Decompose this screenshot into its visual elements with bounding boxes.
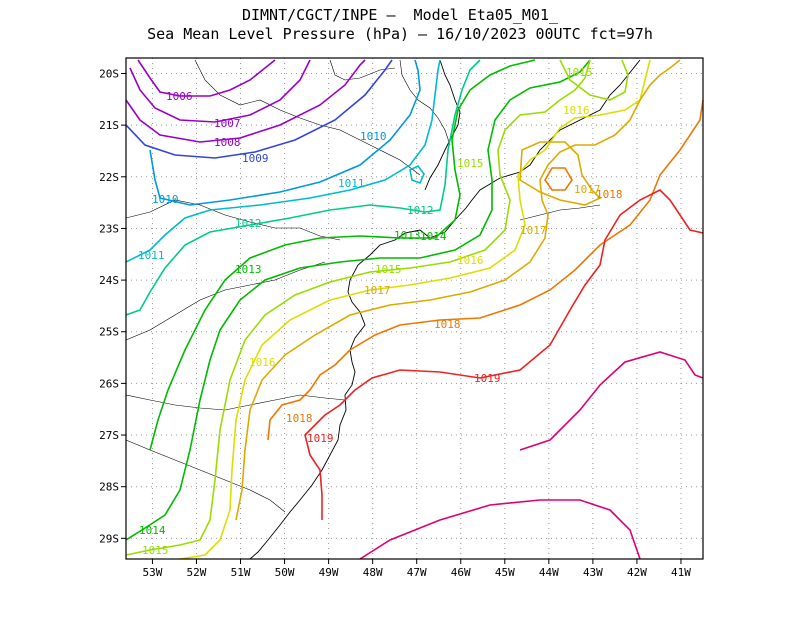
- plot-area: [126, 58, 703, 559]
- contour-label: 1010: [360, 130, 387, 143]
- contour-label: 1016: [457, 254, 484, 267]
- longitude-tick-label: 48W: [363, 566, 383, 579]
- isobar-1016: [179, 59, 651, 560]
- isobar-1018-loop: [544, 167, 573, 191]
- isobar-1006: [137, 59, 276, 97]
- latitude-tick-label: 24S: [99, 274, 119, 287]
- contour-label: 1008: [214, 136, 241, 149]
- state-border-path: [329, 59, 396, 81]
- longitude-tick-label: 44W: [539, 566, 559, 579]
- contour-label: 1014: [420, 230, 447, 243]
- latitude-tick-label: 26S: [99, 377, 119, 390]
- latitude-tick-label: 21S: [99, 119, 119, 132]
- map-title-line-1: DIMNT/CGCT/INPE – Model Eta05_M01_: [241, 6, 559, 24]
- state-border-path: [125, 439, 286, 513]
- latitude-tick-label: 23S: [99, 222, 119, 235]
- latitude-tick-label: 28S: [99, 481, 119, 494]
- contour-label: 1012: [235, 217, 262, 230]
- isobar-1014: [125, 59, 591, 541]
- contour-label: 1007: [214, 117, 241, 130]
- state-border-path: [194, 59, 421, 176]
- isobar-1007: [129, 59, 311, 123]
- contour-label: 1015: [375, 263, 402, 276]
- contour-labels: 1006 1007 1008 1009 1010 1010 1011 1011 …: [138, 66, 623, 557]
- latitude-tick-label: 27S: [99, 429, 119, 442]
- plot-border: [125, 57, 704, 560]
- contour-label: 1012: [407, 204, 434, 217]
- isobar-1017-loop: [519, 141, 602, 206]
- isobar-1013: [149, 59, 536, 451]
- longitude-tick-label: 49W: [319, 566, 339, 579]
- contour-label: 1018: [434, 318, 461, 331]
- contour-label: 1015: [457, 157, 484, 170]
- state-border-path: [519, 204, 601, 221]
- longitude-axis: 53W 52W 51W 50W 49W 48W 47W 46W 45W 44W 43W 42W 41W: [142, 559, 691, 579]
- latitude-tick-label: 20S: [99, 67, 119, 80]
- latitude-axis: 20S 21S 22S 23S 24S 25S 26S 27S 28S 29S: [99, 67, 126, 545]
- contour-label: 1011: [338, 177, 365, 190]
- longitude-tick-label: 47W: [407, 566, 427, 579]
- contour-label: 1015: [142, 544, 169, 557]
- state-border-path: [125, 394, 346, 411]
- contour-label: 1019: [307, 432, 334, 445]
- map-title-line-2: Sea Mean Level Pressure (hPa) – 16/10/20…: [147, 25, 653, 43]
- coastline-path: [424, 59, 461, 191]
- longitude-tick-label: 43W: [583, 566, 603, 579]
- contour-label: 1017: [574, 183, 601, 196]
- contour-label: 1014: [139, 524, 166, 537]
- isobar-1015: [125, 59, 591, 556]
- coastline: [249, 59, 641, 560]
- state-borders: [125, 59, 601, 513]
- contour-label: 1010: [152, 193, 179, 206]
- contour-label: 1013: [235, 263, 262, 276]
- contour-label: 1017: [520, 224, 547, 237]
- contour-label: 1017: [364, 284, 391, 297]
- contour-label: 1009: [242, 152, 269, 165]
- coastline-path: [249, 59, 641, 560]
- isobar-1018: [267, 99, 704, 441]
- lat-lon-grid: [126, 58, 703, 559]
- longitude-tick-label: 50W: [275, 566, 295, 579]
- contour-label: 1018: [286, 412, 313, 425]
- isobar-1008: [125, 59, 366, 143]
- contour-label: 1011: [138, 249, 165, 262]
- contour-label: 1015: [566, 66, 593, 79]
- longitude-tick-label: 52W: [187, 566, 207, 579]
- isobar-1011: [125, 59, 441, 263]
- longitude-tick-label: 46W: [451, 566, 471, 579]
- longitude-tick-label: 51W: [231, 566, 251, 579]
- isobar-1019: [304, 189, 704, 520]
- latitude-tick-label: 22S: [99, 171, 119, 184]
- isobar-1015-east: [559, 59, 629, 101]
- contour-label: 1018: [596, 188, 623, 201]
- contour-label: 1006: [166, 90, 193, 103]
- isobars: [125, 59, 704, 560]
- longitude-tick-label: 42W: [627, 566, 647, 579]
- isobar-1011-loop: [409, 164, 425, 185]
- state-border-path: [399, 59, 451, 146]
- longitude-tick-label: 45W: [495, 566, 515, 579]
- isobar-1020: [359, 499, 641, 560]
- isobar-1010: [149, 59, 421, 206]
- isobar-1017: [235, 59, 681, 521]
- isobar-1012: [125, 59, 481, 316]
- isobar-1020-north: [519, 351, 704, 451]
- state-border-path: [125, 199, 341, 241]
- contour-label: 1019: [474, 372, 501, 385]
- contour-label: 1016: [249, 356, 276, 369]
- longitude-tick-label: 53W: [142, 566, 162, 579]
- state-border-path: [125, 261, 326, 341]
- latitude-tick-label: 25S: [99, 326, 119, 339]
- isobar-1009: [125, 59, 393, 159]
- longitude-tick-label: 41W: [671, 566, 691, 579]
- contour-label: 1016: [563, 104, 590, 117]
- contour-label: 1013: [394, 229, 421, 242]
- latitude-tick-label: 29S: [99, 532, 119, 545]
